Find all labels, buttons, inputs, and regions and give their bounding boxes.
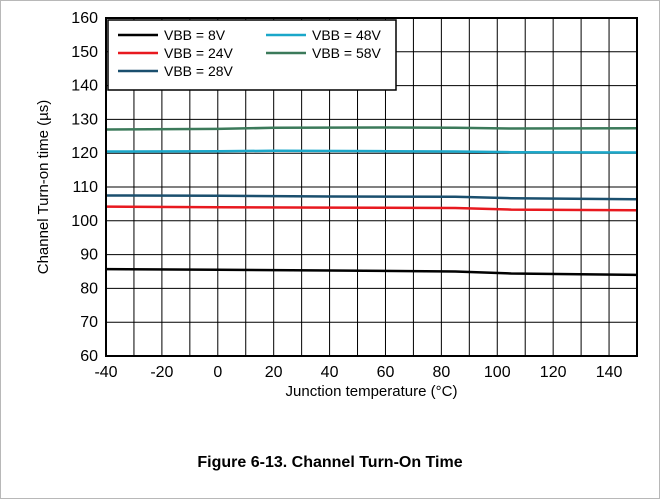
y-tick-label: 70 (80, 314, 98, 331)
x-tick-label: 60 (377, 364, 395, 381)
series-line (105, 126, 638, 131)
y-axis-title: Channel Turn-on time (µs) (35, 100, 52, 275)
figure-caption: Figure 6-13. Channel Turn-On Time (197, 454, 463, 471)
y-tick-label: 150 (71, 44, 98, 61)
y-tick-label: 80 (80, 280, 98, 297)
y-tick-label: 120 (71, 145, 98, 162)
x-tick-label: 120 (540, 364, 567, 381)
y-tick-labels: 60 70 80 90 100 110 120 130 140 150 160 (71, 10, 98, 365)
y-tick-label: 140 (71, 78, 98, 95)
legend-box (107, 19, 397, 91)
y-tick-label: 160 (71, 10, 98, 27)
series-line (105, 194, 638, 201)
x-axis-title: Junction temperature (°C) (286, 383, 458, 400)
x-tick-label: 140 (596, 364, 623, 381)
x-tick-label: 0 (213, 364, 222, 381)
x-tick-label: 100 (484, 364, 511, 381)
y-tick-label: 90 (80, 247, 98, 264)
x-tick-label: 20 (265, 364, 283, 381)
legend-label: VBB = 28V (164, 63, 234, 79)
legend-label: VBB = 8V (164, 27, 226, 43)
y-tick-label: 60 (80, 348, 98, 365)
legend-label: VBB = 24V (164, 45, 234, 61)
legend-label: VBB = 58V (312, 45, 382, 61)
series-line (105, 205, 638, 212)
x-tick-label: 80 (432, 364, 450, 381)
legend: VBB = 8V VBB = 48V VBB = 24V VBB = 58V VBB =… (107, 19, 397, 91)
x-tick-label: -20 (150, 364, 173, 381)
series-line (105, 149, 638, 154)
legend-label: VBB = 48V (312, 27, 382, 43)
x-tick-label: -40 (94, 364, 117, 381)
series-line (105, 267, 638, 277)
plot-border (105, 17, 638, 357)
y-tick-label: 100 (71, 213, 98, 230)
series-layer (105, 126, 638, 277)
x-tick-label: 40 (321, 364, 339, 381)
y-tick-label: 110 (72, 179, 98, 196)
x-tick-labels: -40 -20 0 20 40 60 80 100 120 140 (94, 364, 622, 381)
y-tick-label: 130 (71, 111, 98, 128)
